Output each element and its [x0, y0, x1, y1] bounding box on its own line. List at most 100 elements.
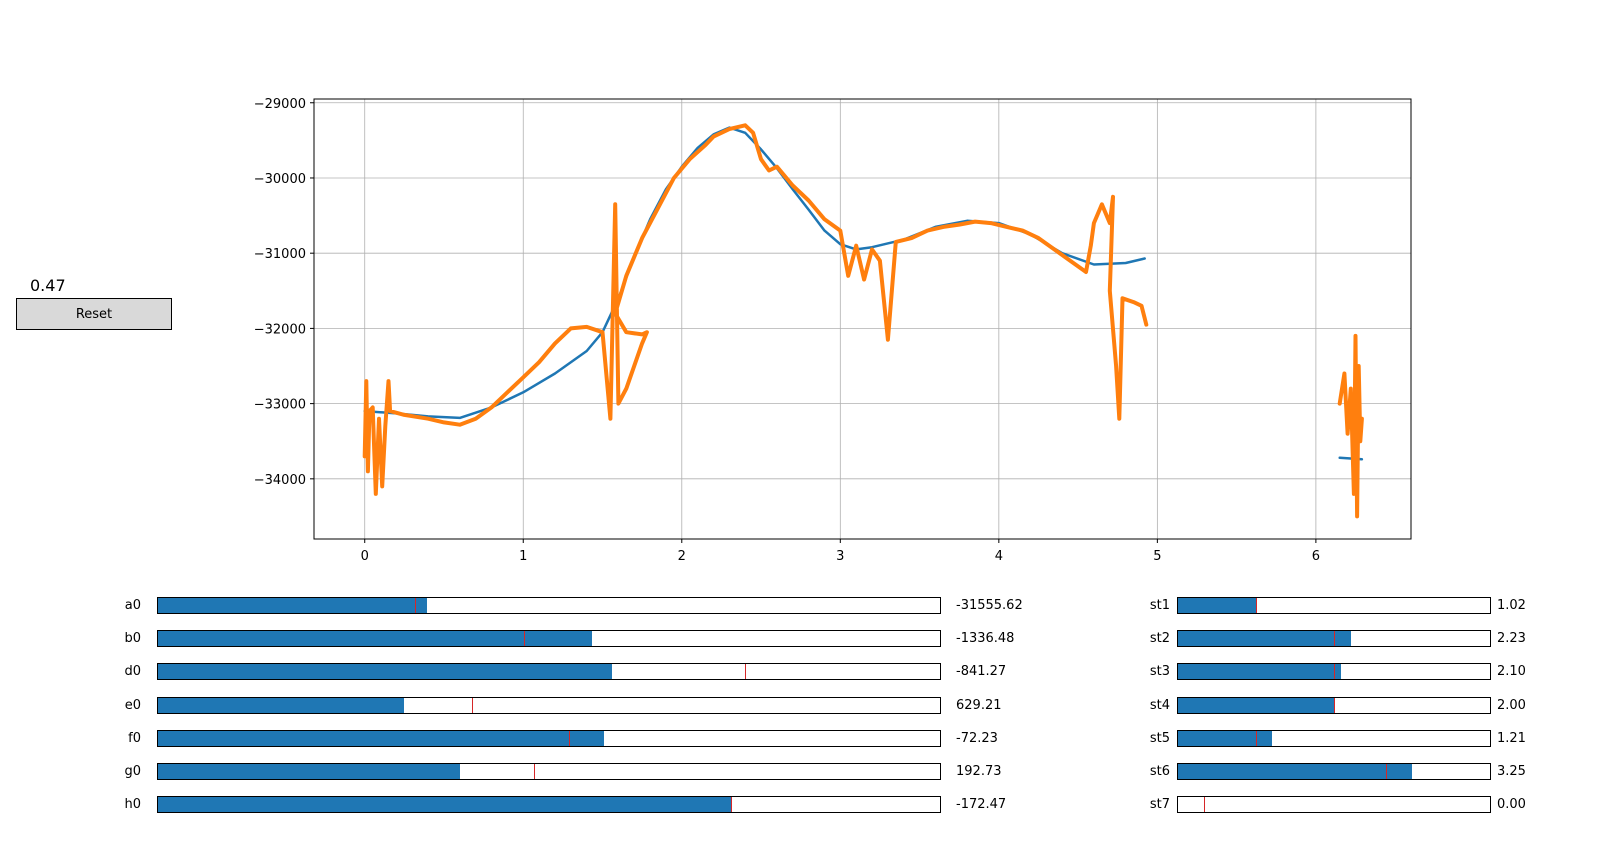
- slider-fill: [1178, 598, 1256, 613]
- value-readout: 0.47: [30, 276, 66, 295]
- x-tick-label: 3: [836, 549, 844, 564]
- slider-st1[interactable]: st1 1.02: [0, 597, 1609, 614]
- slider-value: 3.25: [1497, 763, 1526, 779]
- slider-fill: [1178, 664, 1341, 680]
- slider-fill: [1178, 697, 1334, 713]
- slider-st3[interactable]: st3 2.10: [0, 663, 1609, 681]
- slider-d0[interactable]: d0 -841.27: [0, 663, 1609, 681]
- slider-initial-marker: [569, 730, 571, 746]
- slider-label: d0: [124, 664, 141, 680]
- slider-g0[interactable]: g0 192.73: [0, 762, 1609, 780]
- slider-initial-marker: [471, 697, 473, 713]
- slider-track[interactable]: [1177, 796, 1491, 814]
- series-data-line: [362, 123, 1364, 519]
- slider-fill: [158, 763, 460, 779]
- slider-initial-marker: [1386, 763, 1388, 779]
- slider-label: b0: [124, 631, 141, 647]
- slider-track[interactable]: [1177, 696, 1491, 714]
- slider-label: st5: [1149, 730, 1170, 746]
- slider-fill: [158, 598, 427, 613]
- slider-initial-marker: [1256, 598, 1257, 613]
- slider-value: 2.23: [1497, 631, 1526, 647]
- plot-frame: [313, 98, 1412, 540]
- slider-track[interactable]: [157, 762, 941, 780]
- slider-track[interactable]: [157, 796, 941, 814]
- slider-initial-marker: [731, 797, 733, 813]
- slider-label: f0: [128, 730, 141, 746]
- slider-e0[interactable]: e0 629.21: [0, 696, 1609, 714]
- x-tick-label: 0: [361, 549, 369, 564]
- slider-initial-marker: [1334, 697, 1335, 713]
- reset-button[interactable]: Reset: [16, 298, 172, 330]
- slider-label: a0: [124, 598, 141, 613]
- slider-value: 192.73: [956, 763, 1002, 779]
- slider-fill: [158, 631, 592, 647]
- plot-area: [314, 99, 1411, 539]
- slider-fill: [158, 797, 732, 813]
- slider-label: st6: [1149, 763, 1170, 779]
- slider-value: 2.10: [1497, 664, 1526, 680]
- slider-label: st7: [1149, 797, 1170, 813]
- x-tick-label: 4: [995, 549, 1003, 564]
- slider-track[interactable]: [157, 729, 941, 747]
- slider-fill: [158, 664, 612, 680]
- slider-st2[interactable]: st2 2.23: [0, 630, 1609, 648]
- slider-st7[interactable]: st7 0.00: [0, 796, 1609, 814]
- slider-st4[interactable]: st4 2.00: [0, 696, 1609, 714]
- slider-fill: [1178, 631, 1352, 647]
- slider-label: g0: [124, 763, 141, 779]
- slider-initial-marker: [1334, 631, 1335, 647]
- slider-value: -172.47: [956, 797, 1007, 813]
- slider-st6[interactable]: st6 3.25: [0, 762, 1609, 780]
- slider-track[interactable]: [157, 696, 941, 714]
- slider-value: -72.23: [956, 730, 998, 746]
- y-tick-label: −31000: [254, 247, 306, 262]
- line-plot: 0 1 2 3 4 5 6 −29000 −30000 −31000 −32000 −33000 −34…: [254, 97, 1412, 564]
- slider-value: -31555.62: [956, 598, 1023, 613]
- slider-label: h0: [124, 797, 141, 813]
- slider-initial-marker: [523, 631, 525, 647]
- x-tick-label: 1: [519, 549, 527, 564]
- slider-track[interactable]: [157, 630, 941, 648]
- slider-initial-marker: [534, 763, 536, 779]
- slider-b0[interactable]: b0 -1336.48: [0, 630, 1609, 648]
- y-tick-label: −30000: [254, 172, 306, 187]
- slider-label: st4: [1149, 697, 1170, 713]
- slider-label: st1: [1149, 598, 1170, 613]
- slider-fill: [1178, 730, 1272, 746]
- slider-track[interactable]: [1177, 729, 1491, 747]
- slider-label: e0: [124, 697, 141, 713]
- slider-st5[interactable]: st5 1.21: [0, 729, 1609, 747]
- slider-fill: [158, 697, 404, 713]
- x-tick-label: 5: [1153, 549, 1161, 564]
- slider-track[interactable]: [1177, 762, 1491, 780]
- x-tick-label: 2: [678, 549, 686, 564]
- x-tick-label: 6: [1312, 549, 1320, 564]
- slider-fill: [158, 730, 604, 746]
- slider-value: 0.00: [1497, 797, 1526, 813]
- slider-track[interactable]: [1177, 630, 1491, 648]
- slider-value: -841.27: [956, 664, 1007, 680]
- slider-value: 1.21: [1497, 730, 1526, 746]
- slider-a0[interactable]: a0 -31555.62: [0, 597, 1609, 614]
- slider-track[interactable]: [1177, 663, 1491, 681]
- slider-h0[interactable]: h0 -172.47: [0, 796, 1609, 814]
- slider-initial-marker: [1203, 797, 1205, 813]
- slider-initial-marker: [744, 664, 746, 680]
- slider-value: 1.02: [1497, 598, 1526, 613]
- slider-fill: [1178, 763, 1412, 779]
- slider-initial-marker: [1256, 730, 1257, 746]
- slider-value: 629.21: [956, 697, 1002, 713]
- slider-f0[interactable]: f0 -72.23: [0, 729, 1609, 747]
- slider-initial-marker: [1334, 664, 1335, 680]
- slider-track[interactable]: [1177, 597, 1491, 614]
- slider-track[interactable]: [157, 663, 941, 681]
- y-tick-label: −32000: [254, 322, 306, 337]
- slider-initial-marker: [415, 598, 417, 613]
- y-tick-label: −34000: [254, 473, 306, 488]
- y-tick-label: −29000: [254, 97, 306, 112]
- slider-value: -1336.48: [956, 631, 1015, 647]
- slider-label: st2: [1149, 631, 1170, 647]
- slider-track[interactable]: [157, 597, 941, 614]
- slider-label: st3: [1149, 664, 1170, 680]
